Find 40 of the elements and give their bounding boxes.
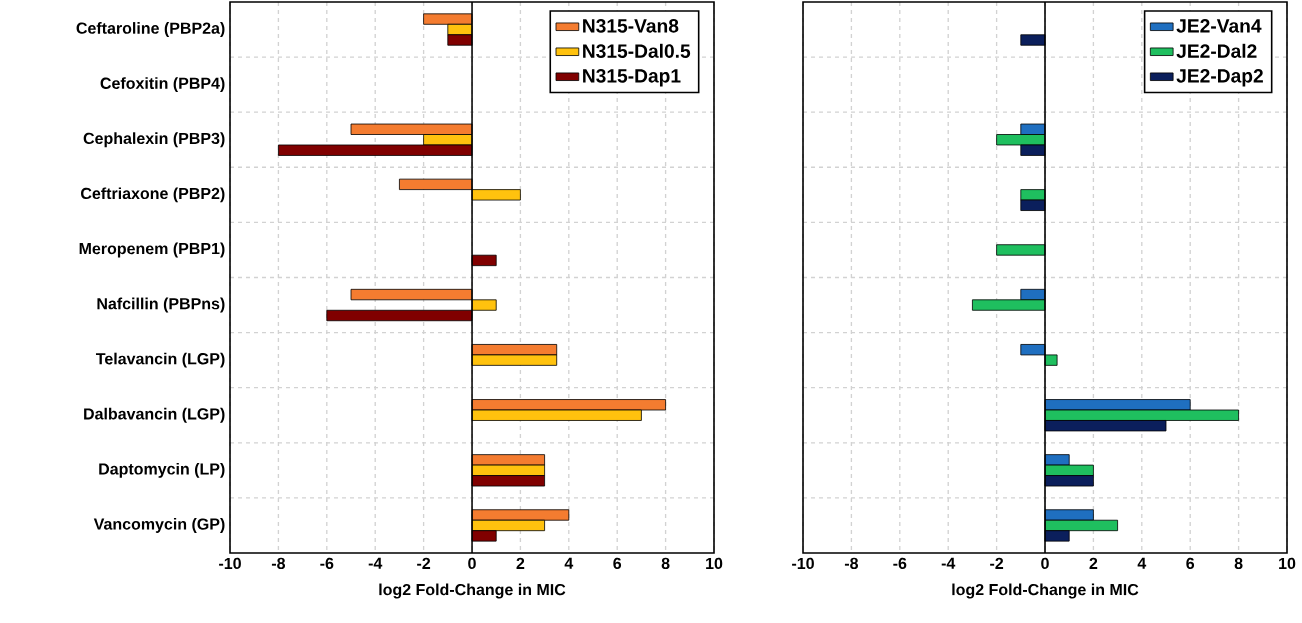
y-tick-label: Meropenem (PBP1) — [79, 242, 225, 258]
x-axis-title: log2 Fold-Change in MIC — [952, 583, 1139, 599]
x-tick-label: 6 — [613, 557, 622, 570]
x-tick-label: -4 — [368, 557, 383, 569]
legend-label: N315-Dap1 — [583, 69, 681, 87]
x-tick-label: -10 — [219, 557, 241, 570]
x-tick-label: 2 — [516, 557, 525, 569]
x-tick-label: -10 — [792, 557, 814, 570]
x-tick-label: -2 — [417, 557, 431, 569]
x-tick-label: 8 — [1234, 557, 1243, 570]
legend-label: N315-Van8 — [583, 19, 679, 33]
x-axis-title: log2 Fold-Change in MIC — [379, 583, 566, 599]
y-tick-label: Cephalexin (PBP3) — [83, 132, 225, 148]
x-tick-label: 4 — [564, 557, 574, 569]
y-tick-label: Cefoxitin (PBP4) — [100, 77, 225, 93]
y-tick-label: Ceftriaxone (PBP2) — [81, 187, 225, 203]
x-tick-label: -4 — [941, 557, 956, 569]
y-tick-label: Ceftaroline (PBP2a) — [76, 22, 225, 37]
legend-label: JE2-Dal2 — [1176, 43, 1257, 58]
x-tick-label: 8 — [661, 557, 670, 570]
legend-label: JE2-Van4 — [1176, 19, 1262, 33]
y-tick-label: Vancomycin (GP) — [93, 517, 225, 533]
x-tick-label: -6 — [320, 557, 334, 570]
x-tick-label: -8 — [844, 557, 859, 570]
legend-label: N315-Dal0.5 — [583, 43, 691, 58]
y-tick-label: Dalbavancin (LGP) — [84, 407, 225, 423]
y-tick-label: Nafcillin (PBPns) — [97, 297, 225, 313]
x-tick-label: -6 — [893, 557, 907, 570]
x-tick-label: 0 — [468, 557, 476, 570]
x-tick-label: 6 — [1186, 557, 1195, 570]
y-tick-label: Daptomycin (LP) — [99, 462, 225, 478]
x-tick-label: 2 — [1089, 557, 1098, 569]
x-tick-label: 10 — [1279, 557, 1296, 570]
x-tick-label: -2 — [990, 557, 1004, 569]
legend-label: JE2-Dap2 — [1176, 69, 1263, 87]
x-tick-label: 4 — [1137, 557, 1147, 569]
x-tick-label: 10 — [706, 557, 723, 570]
x-tick-label: 0 — [1041, 557, 1049, 570]
y-tick-label: Telavancin (LGP) — [95, 352, 225, 368]
x-tick-label: -8 — [271, 557, 286, 570]
